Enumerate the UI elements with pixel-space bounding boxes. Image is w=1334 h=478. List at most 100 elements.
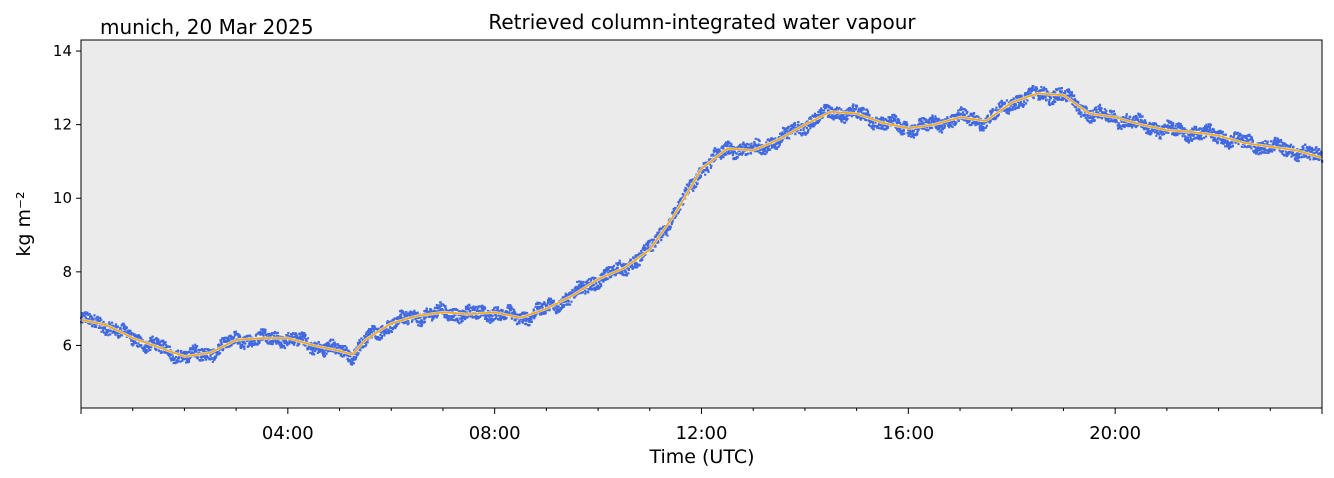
raw-data-point: [622, 264, 626, 268]
raw-data-point: [418, 324, 421, 327]
raw-data-point: [787, 125, 790, 128]
raw-data-point: [329, 338, 332, 341]
raw-data-point: [626, 267, 629, 270]
raw-data-point: [1255, 149, 1258, 152]
raw-data-point: [466, 316, 469, 319]
raw-data-point: [1162, 125, 1165, 128]
raw-data-point: [327, 343, 331, 346]
raw-data-point: [227, 336, 230, 340]
raw-data-point: [1244, 140, 1247, 143]
raw-data-point: [768, 144, 771, 147]
raw-data-point: [464, 315, 467, 318]
raw-data-point: [1263, 151, 1266, 154]
raw-data-point: [1127, 122, 1130, 125]
raw-data-point: [1216, 141, 1220, 144]
raw-data-point: [654, 245, 657, 248]
raw-data-point: [1231, 144, 1234, 148]
raw-data-point: [968, 120, 971, 123]
raw-data-point: [1017, 106, 1020, 109]
raw-data-point: [533, 317, 536, 320]
raw-data-point: [850, 115, 853, 118]
raw-data-point: [314, 342, 317, 345]
raw-data-point: [579, 282, 583, 285]
raw-data-point: [496, 307, 499, 310]
raw-data-point: [935, 127, 938, 130]
raw-data-point: [116, 325, 119, 328]
raw-data-point: [166, 345, 169, 348]
raw-data-point: [537, 308, 541, 311]
raw-data-point: [705, 166, 709, 169]
raw-data-point: [882, 118, 885, 121]
raw-data-point: [625, 274, 628, 277]
raw-data-point: [1128, 124, 1131, 128]
raw-data-point: [217, 350, 220, 353]
raw-data-point: [152, 341, 155, 344]
raw-data-point: [108, 322, 111, 325]
raw-data-point: [419, 315, 422, 319]
raw-data-point: [1031, 88, 1034, 91]
raw-data-point: [1137, 113, 1140, 117]
raw-data-point: [582, 280, 585, 284]
raw-data-point: [1229, 141, 1232, 144]
raw-data-point: [279, 346, 282, 349]
raw-data-point: [131, 332, 134, 335]
raw-data-point: [94, 325, 97, 328]
raw-data-point: [450, 316, 453, 319]
raw-data-point: [125, 326, 129, 329]
raw-data-point: [784, 130, 787, 133]
raw-data-point: [890, 121, 893, 125]
raw-data-point: [274, 341, 278, 344]
raw-data-point: [428, 310, 431, 313]
raw-data-point: [398, 310, 402, 313]
raw-data-point: [600, 279, 603, 282]
raw-data-point: [203, 349, 206, 352]
raw-data-point: [621, 272, 625, 275]
raw-data-point: [1122, 120, 1126, 124]
raw-data-point: [332, 338, 335, 341]
raw-data-point: [307, 347, 310, 350]
raw-data-point: [1200, 133, 1203, 136]
raw-data-point: [123, 331, 127, 334]
raw-data-point: [1122, 116, 1125, 119]
raw-data-point: [929, 126, 932, 129]
raw-data-point: [930, 120, 933, 124]
raw-data-point: [204, 356, 207, 359]
raw-data-point: [99, 316, 102, 319]
raw-data-point: [356, 353, 359, 357]
raw-data-point: [346, 354, 349, 357]
raw-data-point: [820, 107, 823, 110]
raw-data-point: [982, 122, 986, 125]
raw-data-point: [295, 333, 298, 336]
raw-data-point: [727, 149, 731, 152]
raw-data-point: [258, 341, 261, 344]
raw-data-point: [423, 310, 426, 313]
raw-data-point: [1196, 133, 1199, 136]
raw-data-point: [274, 339, 277, 342]
raw-data-point: [1189, 135, 1192, 138]
raw-data-point: [1257, 146, 1261, 149]
raw-data-point: [994, 108, 997, 112]
raw-data-point: [858, 108, 861, 111]
raw-data-point: [284, 338, 288, 342]
raw-data-point: [1140, 125, 1143, 129]
raw-data-point: [705, 167, 709, 170]
raw-data-point: [114, 333, 117, 336]
raw-data-point: [547, 297, 551, 300]
raw-data-point: [655, 233, 658, 237]
raw-data-point: [485, 319, 489, 322]
raw-data-point: [1157, 131, 1160, 134]
raw-data-point: [295, 337, 298, 340]
raw-data-point: [1113, 118, 1116, 121]
raw-data-point: [183, 357, 186, 360]
raw-data-point: [173, 357, 176, 360]
raw-data-point: [950, 121, 954, 124]
raw-data-point: [781, 131, 784, 134]
raw-data-point: [1008, 107, 1011, 110]
raw-data-point: [780, 134, 783, 137]
raw-data-point: [345, 348, 348, 351]
raw-data-point: [949, 115, 953, 118]
raw-data-point: [370, 330, 373, 334]
raw-data-point: [417, 316, 420, 319]
raw-data-point: [161, 351, 164, 354]
raw-data-point: [851, 104, 854, 108]
